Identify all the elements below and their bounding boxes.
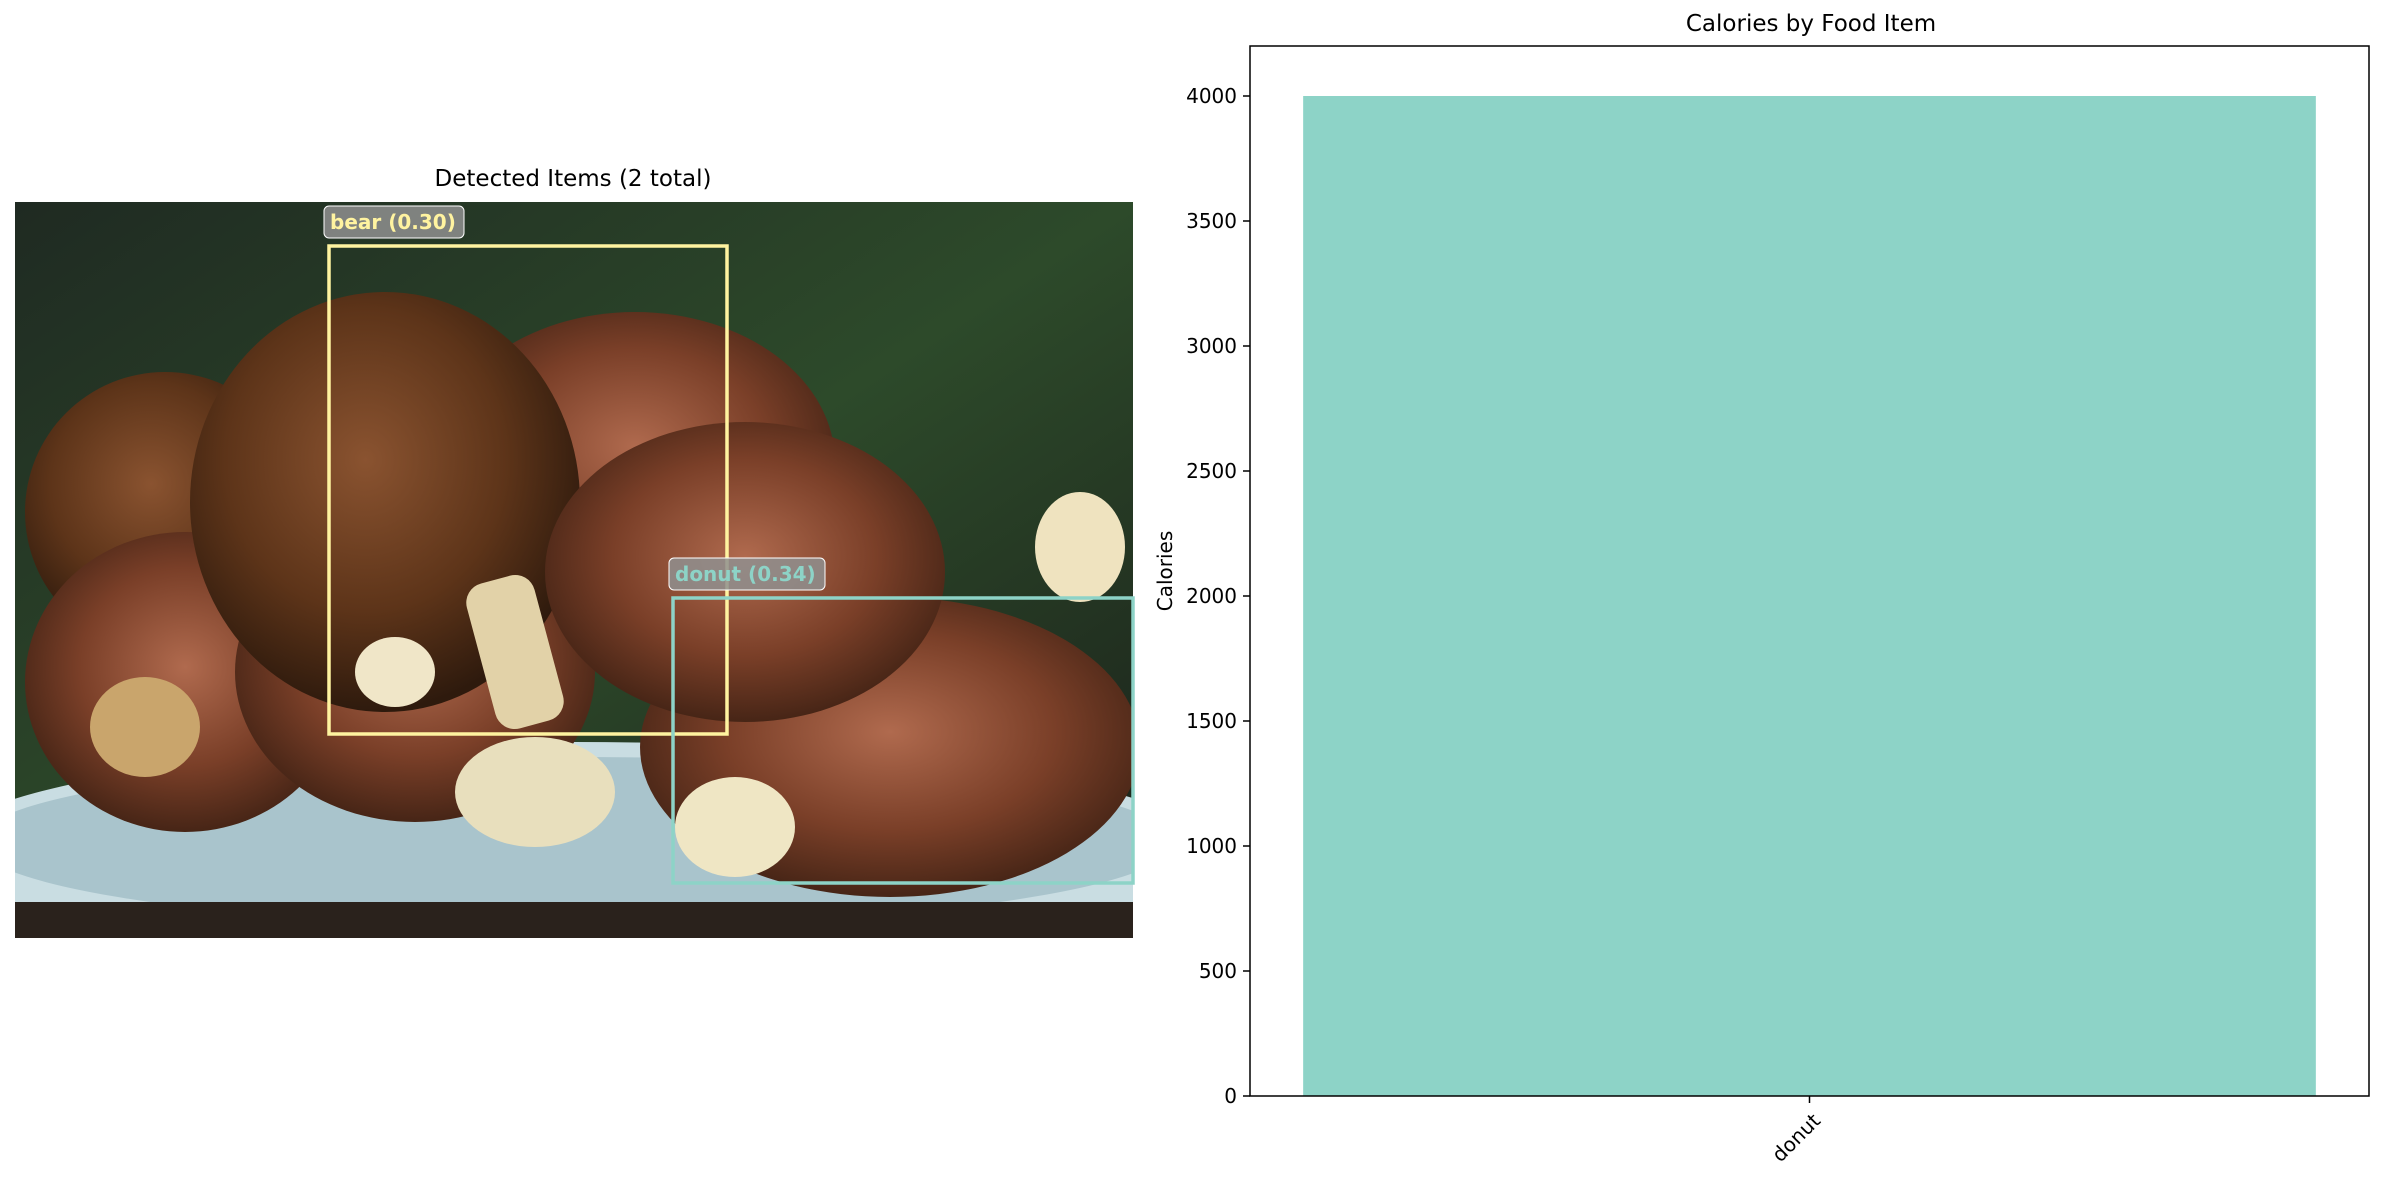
bar-donut [1303,96,2316,1096]
chart-title: Calories by Food Item [1685,11,1937,37]
y-tick-label: 1500 [1186,709,1237,733]
y-tick-label: 3000 [1186,334,1237,358]
food-photo-illustration [15,202,1133,938]
bear-detection-label: bear (0.30) [330,210,456,234]
bear-detection-box [327,244,729,736]
donut-detection-label: donut (0.34) [675,562,816,586]
y-axis-label: Calories [1153,531,1177,612]
bear-label-background [323,205,465,239]
food-photo [15,202,1133,938]
y-tick-label: 500 [1199,959,1237,983]
donut-detection-box [671,596,1135,885]
x-tick-label: donut [1767,1108,1825,1166]
y-tick-label: 3500 [1186,209,1237,233]
detection-panel-title: Detected Items (2 total) [434,166,712,192]
plot-frame [1249,45,2370,1097]
donut-label-background [668,557,826,591]
y-tick-label: 4000 [1186,84,1237,108]
y-tick-label: 0 [1224,1084,1237,1108]
y-tick-label: 2500 [1186,459,1237,483]
y-tick-label: 2000 [1186,584,1237,608]
y-tick-label: 1000 [1186,834,1237,858]
